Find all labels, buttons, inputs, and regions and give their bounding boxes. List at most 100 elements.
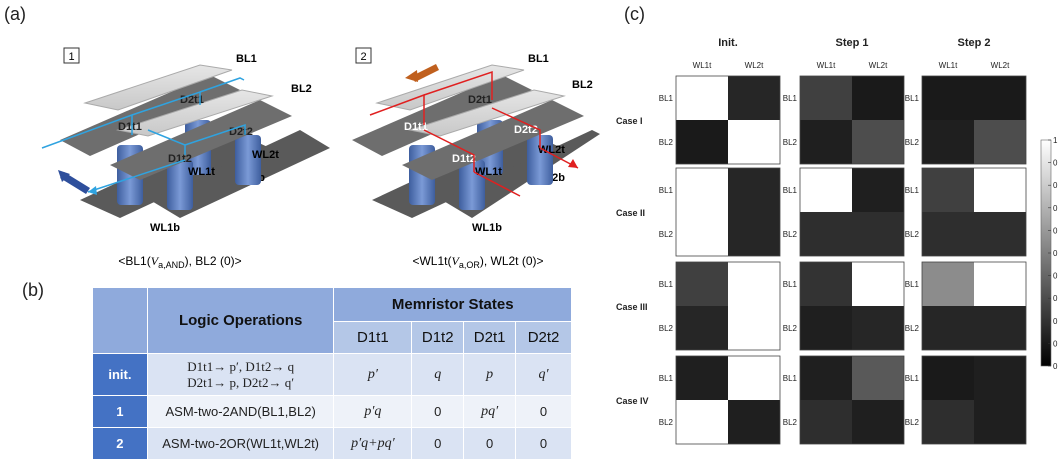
- heatmap-frame: [921, 355, 1027, 445]
- pillar: [167, 160, 193, 210]
- x-tick-label: WL1t: [817, 61, 836, 70]
- current-path-blue: [87, 159, 186, 193]
- step-1-box: [63, 47, 80, 64]
- y-tick-label: BL1: [783, 280, 798, 289]
- d1t2-label: D1t2: [452, 153, 476, 165]
- colorbar-tick-label: 0: [1053, 272, 1058, 281]
- column-title: Step 1: [835, 37, 868, 49]
- row-title: Case IV: [616, 396, 649, 406]
- y-tick-label: BL2: [783, 138, 798, 147]
- d1t1-label: D1t1: [404, 121, 428, 133]
- heatmap-cell: [974, 356, 1026, 400]
- header-logic-operations: Logic Operations: [146, 287, 335, 354]
- heatmap-cell: [852, 212, 904, 256]
- y-tick-label: BL1: [659, 94, 674, 103]
- panel-label-a: (a): [4, 4, 26, 24]
- heatmap-cell: [800, 262, 852, 306]
- table-cell: p′q: [333, 395, 413, 428]
- current-path-red: [423, 129, 475, 172]
- heatmap-frame: [799, 167, 905, 257]
- heatmap-cell: [922, 120, 974, 164]
- table-cell: p′: [333, 353, 413, 396]
- op-init-line2: D2t1→ p, D2t2→ q′: [187, 374, 295, 390]
- row-title: Case I: [616, 116, 643, 126]
- colorbar-tick-label: 0: [1053, 294, 1058, 303]
- y-tick-label: BL1: [783, 94, 798, 103]
- table-cell: 0: [515, 427, 572, 460]
- colorbar-tick-label: 1: [1053, 136, 1058, 145]
- current-path-red: [491, 107, 541, 148]
- col-header-d1t1: D1t1: [333, 321, 413, 354]
- y-tick-label: BL2: [783, 418, 798, 427]
- row-label-2: 2: [92, 427, 148, 460]
- heatmap-cell: [676, 356, 728, 400]
- y-tick-label: BL1: [905, 280, 920, 289]
- heatmap-cell: [728, 262, 780, 306]
- column-title: Init.: [718, 37, 738, 49]
- step-2-number: 2: [360, 51, 366, 63]
- heatmap-cell: [852, 120, 904, 164]
- arrowhead: [568, 159, 578, 168]
- heatmap-cell: [676, 262, 728, 306]
- heatmap-cell: [974, 262, 1026, 306]
- heatmap-cell: [800, 212, 852, 256]
- bl2-line: [408, 89, 566, 137]
- y-tick-label: BL1: [659, 186, 674, 195]
- logic-operations-table: Logic Operations Memristor States D1t1 D…: [92, 287, 572, 460]
- current-path-blue: [199, 77, 245, 93]
- y-tick-label: BL1: [905, 186, 920, 195]
- heatmap-frame: [675, 75, 781, 165]
- current-path-blue: [184, 123, 246, 146]
- heatmap-frame: [799, 261, 905, 351]
- row-title: Case II: [616, 208, 645, 218]
- heatmap-cell: [974, 306, 1026, 350]
- heatmap-frame: [675, 355, 781, 445]
- heatmap-cell: [922, 168, 974, 212]
- x-tick-label: WL2t: [991, 61, 1010, 70]
- colorbar-tick-label: 0: [1053, 159, 1058, 168]
- heatmap-frame: [799, 75, 905, 165]
- y-tick-label: BL1: [659, 374, 674, 383]
- heatmap-cell: [852, 76, 904, 120]
- heatmap-cell: [922, 76, 974, 120]
- table-cell: 0: [463, 427, 517, 460]
- colorbar-tick-label: 0: [1053, 226, 1058, 235]
- column-title: Step 2: [957, 37, 990, 49]
- arrowhead: [405, 70, 418, 82]
- current-path-red: [423, 70, 493, 100]
- heatmap-cell: [728, 168, 780, 212]
- colorbar-tick-label: 0: [1053, 204, 1058, 213]
- crossbar-diagram: 1 WL1b WL2b WL1t WL2t BL1 BL2 D1t1 D2t1 …: [41, 47, 600, 270]
- y-tick-label: BL2: [905, 230, 920, 239]
- heatmap-cell: [800, 168, 852, 212]
- heatmap-cell: [800, 306, 852, 350]
- table-cell: 0: [515, 395, 572, 428]
- heatmap-cell: [676, 120, 728, 164]
- table-cell: pq′: [463, 395, 517, 428]
- heatmap-cell: [974, 120, 1026, 164]
- heatmap-cell: [852, 306, 904, 350]
- direction-arrow-blue: [60, 172, 90, 194]
- heatmap-cell: [676, 400, 728, 444]
- heatmap-frame: [921, 167, 1027, 257]
- y-tick-label: BL1: [905, 94, 920, 103]
- heatmap-frame: [675, 261, 781, 351]
- y-tick-label: BL2: [659, 138, 674, 147]
- bl1-line: [83, 64, 233, 111]
- op-step-2: ASM-two-2OR(WL1t,WL2t): [146, 427, 335, 460]
- heatmap-cell: [922, 400, 974, 444]
- heatmap-cell: [728, 76, 780, 120]
- y-tick-label: BL2: [659, 418, 674, 427]
- x-tick-label: WL2t: [869, 61, 888, 70]
- x-tick-label: WL1t: [693, 61, 712, 70]
- wl2t-label: WL2t: [252, 149, 279, 161]
- heatmap-cell: [922, 356, 974, 400]
- y-tick-label: BL2: [905, 418, 920, 427]
- heatmap-cell: [676, 168, 728, 212]
- col-header-d1t2: D1t2: [411, 321, 465, 354]
- table-corner: [92, 287, 148, 354]
- heatmap-cell: [728, 356, 780, 400]
- y-tick-label: BL2: [659, 324, 674, 333]
- colorbar-tick-label: 0: [1053, 249, 1058, 258]
